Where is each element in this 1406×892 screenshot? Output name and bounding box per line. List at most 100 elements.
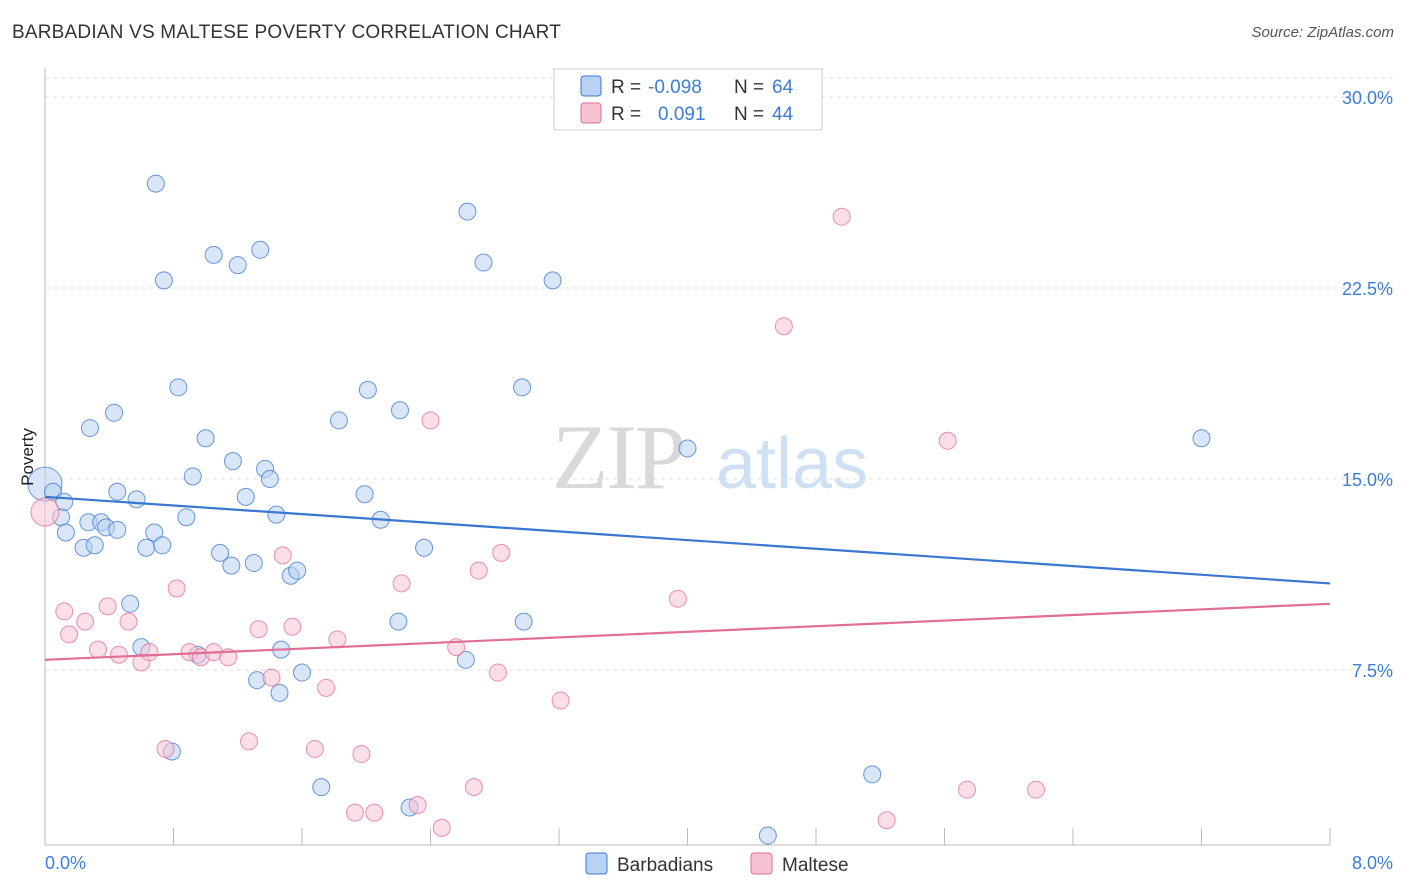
barbadians-point [514,612,533,631]
y-tick-label: 22.5% [1342,279,1393,299]
barbadians-point [358,380,377,399]
chart-title: BARBADIAN VS MALTESE POVERTY CORRELATION… [12,22,562,43]
barbadians-point [204,245,223,264]
maltese-point [488,663,507,682]
maltese-point [328,630,347,649]
barbadians-point [260,470,279,488]
barbadians-point [177,508,196,527]
watermark-zip: ZIP [552,406,684,508]
barbadians-point [312,778,331,797]
barbadians-point [513,378,532,397]
barbadians-point [196,429,215,448]
maltese-point [365,803,384,822]
barbadians-point [222,556,241,575]
barbadians-point [288,561,307,580]
maltese-point [421,411,440,430]
barbadians-point [228,256,247,275]
barbadians-point [236,487,255,506]
maltese-point [283,617,302,636]
barbadians-point [543,271,562,290]
maltese-point [167,579,186,598]
barbadians-point [154,271,173,290]
barbadians-point [251,240,270,259]
maltese-point [774,317,793,336]
maltese-point [239,732,258,751]
x-tick-label: 0.0% [45,853,86,873]
barbadians-point [183,467,202,486]
legend-maltese-swatch [750,852,773,875]
barbadians-point [145,523,164,542]
blue-swatch [580,75,602,97]
tick-labels: 7.5% 15.0% 22.5% 30.0% 0.0% 8.0% [45,88,1393,873]
y-tick-label: 7.5% [1352,661,1393,681]
legend-n-value-2: 44 [772,104,794,125]
barbadians-point [127,490,146,509]
maltese-point [432,818,451,837]
barbadians-point [270,683,289,702]
barbadians-trend-line [44,495,1331,585]
maltese-point [76,612,95,631]
legend-r-label-2: R = [611,104,641,125]
legend-n-label-2: N = [734,104,764,125]
maltese-point [119,612,138,631]
maltese-point [352,745,371,764]
barbadians-point [137,538,156,557]
barbadians-point [146,174,165,193]
maltese-point [89,640,108,659]
barbadians-point [121,594,140,613]
watermark: ZIP atlas [552,406,868,508]
maltese-point [1027,780,1046,799]
barbadians-point [108,520,127,539]
barbadians-point [169,378,188,397]
maltese-point [305,739,324,758]
barbadians-point [80,419,99,438]
maltese-point [140,643,159,662]
maltese-point [249,620,268,639]
stats-legend: R = -0.098 N = 64 R = 0.091 N = 44 [553,68,823,131]
maltese-point [156,739,175,758]
barbadians-point [223,452,242,471]
y-axis-label: Poverty [18,428,37,486]
barbadians-point [415,538,434,557]
y-tick-label: 30.0% [1342,88,1393,108]
barbadians-point [56,523,75,542]
barbadians-point [293,663,311,682]
maltese-point [492,543,511,562]
x-tick-label: 8.0% [1352,853,1393,873]
source-label: Source: ZipAtlas.com [1251,24,1394,41]
barbadians-point [863,765,882,784]
maltese-point [551,691,570,710]
legend-barbadians-swatch [585,852,608,875]
maltese-point [469,561,488,580]
series-maltese [30,207,1046,837]
barbadians-point [458,202,477,221]
maltese-point [262,668,281,687]
maltese-point [832,207,851,226]
barbadians-point [390,401,409,420]
trend-lines [44,495,1331,661]
maltese-trend-line [44,602,1331,661]
barbadians-point [85,536,104,555]
legend-r-value-1: -0.098 [648,77,702,98]
watermark-atlas: atlas [716,424,868,504]
barbadians-point [244,554,263,573]
barbadians-point [355,485,374,504]
barbadians-point [267,505,286,524]
barbadians-point [108,482,127,501]
pink-swatch [580,102,602,124]
barbadians-point [211,543,230,562]
barbadians-point [678,439,697,458]
barbadians-point [153,536,172,555]
maltese-point [317,678,336,697]
barbadians-point [105,403,124,422]
series-barbadians [27,174,1211,845]
maltese-point [877,811,896,830]
maltese-point [938,431,957,450]
legend-barbadians-label: Barbadians [617,855,713,876]
legend-r-value-2: 0.091 [658,104,706,125]
maltese-point [273,546,292,565]
maltese-point [346,803,365,822]
legend-maltese-label: Maltese [782,855,849,876]
barbadians-point [456,650,475,669]
